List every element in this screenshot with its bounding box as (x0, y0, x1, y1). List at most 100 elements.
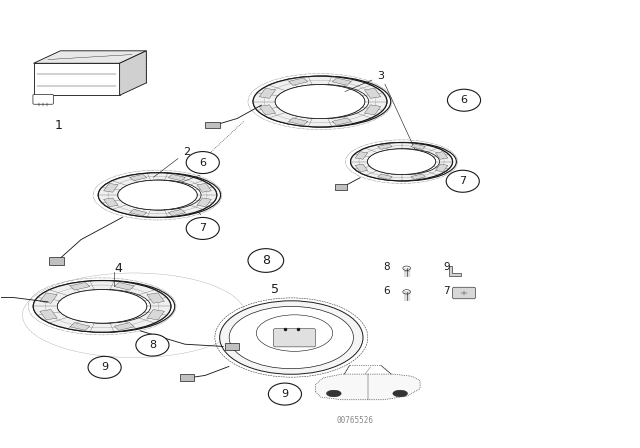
Polygon shape (70, 323, 90, 330)
Ellipse shape (257, 76, 391, 127)
Text: 1: 1 (55, 119, 63, 132)
Polygon shape (49, 258, 64, 264)
Text: 9: 9 (282, 389, 289, 399)
Ellipse shape (58, 289, 147, 323)
Text: 7: 7 (199, 224, 206, 233)
Text: 6: 6 (383, 286, 390, 296)
FancyBboxPatch shape (33, 95, 53, 104)
Ellipse shape (118, 180, 197, 210)
Ellipse shape (371, 149, 440, 174)
Ellipse shape (58, 289, 147, 323)
Ellipse shape (326, 390, 341, 397)
Polygon shape (378, 174, 392, 180)
Ellipse shape (186, 151, 220, 173)
FancyBboxPatch shape (452, 287, 476, 299)
Ellipse shape (186, 217, 220, 239)
Text: 6: 6 (461, 95, 467, 105)
Polygon shape (180, 375, 194, 381)
Ellipse shape (253, 76, 387, 127)
Polygon shape (147, 310, 164, 320)
Ellipse shape (275, 85, 365, 119)
Ellipse shape (99, 173, 217, 217)
Ellipse shape (33, 280, 171, 332)
Polygon shape (197, 198, 211, 207)
Polygon shape (205, 122, 220, 128)
Ellipse shape (268, 383, 301, 405)
Text: 3: 3 (345, 71, 385, 91)
Polygon shape (40, 293, 57, 303)
Ellipse shape (136, 334, 169, 356)
Text: 4: 4 (114, 262, 122, 275)
Polygon shape (332, 118, 351, 125)
Polygon shape (259, 105, 276, 115)
Ellipse shape (33, 280, 171, 332)
Ellipse shape (99, 173, 217, 217)
Ellipse shape (253, 76, 387, 127)
Ellipse shape (446, 170, 479, 192)
Text: 9: 9 (101, 362, 108, 372)
Polygon shape (225, 343, 239, 349)
Text: 2: 2 (154, 147, 190, 177)
Ellipse shape (367, 149, 436, 174)
Polygon shape (70, 282, 90, 290)
Polygon shape (147, 293, 164, 303)
Ellipse shape (229, 306, 353, 369)
Polygon shape (435, 164, 448, 172)
Ellipse shape (275, 85, 365, 119)
Polygon shape (316, 374, 420, 400)
Text: 8: 8 (262, 254, 270, 267)
Ellipse shape (367, 149, 436, 174)
Ellipse shape (122, 180, 201, 210)
Polygon shape (364, 88, 381, 98)
Ellipse shape (351, 142, 452, 181)
Polygon shape (104, 183, 118, 192)
Ellipse shape (102, 173, 221, 217)
Ellipse shape (279, 85, 369, 119)
Text: 8: 8 (383, 262, 390, 272)
Polygon shape (130, 209, 147, 216)
Text: 6: 6 (199, 158, 206, 168)
Polygon shape (197, 183, 211, 192)
Polygon shape (259, 88, 276, 98)
Polygon shape (33, 51, 147, 63)
Ellipse shape (88, 356, 121, 379)
Polygon shape (130, 174, 147, 181)
Polygon shape (335, 184, 348, 190)
Ellipse shape (220, 301, 363, 374)
Ellipse shape (355, 142, 456, 181)
Ellipse shape (248, 249, 284, 272)
Ellipse shape (256, 315, 333, 351)
Polygon shape (364, 105, 381, 115)
Text: 00765526: 00765526 (337, 416, 374, 425)
Polygon shape (115, 323, 134, 330)
Polygon shape (411, 144, 426, 149)
Polygon shape (355, 164, 368, 172)
Polygon shape (120, 51, 147, 95)
Polygon shape (332, 78, 351, 85)
Text: 9: 9 (443, 262, 450, 272)
FancyBboxPatch shape (273, 329, 316, 347)
Polygon shape (168, 174, 185, 181)
Text: 5: 5 (271, 283, 280, 296)
Ellipse shape (351, 142, 452, 181)
Polygon shape (449, 266, 461, 276)
Ellipse shape (403, 266, 410, 271)
Text: 7: 7 (459, 176, 467, 186)
Text: 8: 8 (149, 340, 156, 350)
Polygon shape (378, 144, 392, 149)
Polygon shape (289, 78, 308, 85)
Polygon shape (435, 151, 448, 159)
Polygon shape (104, 198, 118, 207)
Polygon shape (33, 63, 120, 95)
Polygon shape (411, 174, 426, 180)
Ellipse shape (393, 390, 408, 397)
Ellipse shape (37, 280, 175, 332)
Text: 7: 7 (443, 286, 450, 296)
Polygon shape (355, 151, 368, 159)
Ellipse shape (118, 180, 197, 210)
Polygon shape (115, 282, 134, 290)
Ellipse shape (403, 290, 410, 294)
Ellipse shape (447, 89, 481, 111)
Ellipse shape (61, 289, 150, 323)
Polygon shape (168, 209, 185, 216)
